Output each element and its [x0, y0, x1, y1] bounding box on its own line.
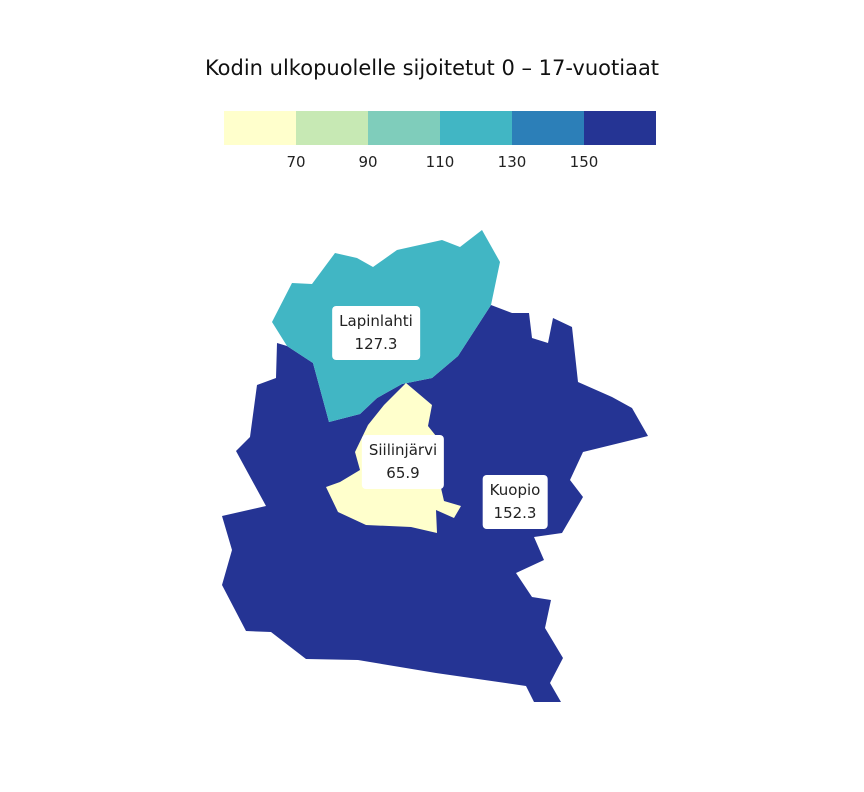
region-name: Lapinlahti: [339, 312, 413, 330]
region-value: 65.9: [386, 464, 420, 482]
map-title: Kodin ulkopuolelle sijoitetut 0 – 17-vuo…: [204, 56, 660, 80]
legend-swatch-5: [512, 111, 584, 145]
legend-swatch-3: [368, 111, 440, 145]
region-value: 152.3: [493, 504, 537, 522]
legend-swatch-2: [296, 111, 368, 145]
label-siilinjarvi: Siilinjärvi 65.9: [361, 435, 445, 489]
legend-swatch-6: [584, 111, 656, 145]
legend-tick: 110: [425, 153, 455, 171]
legend-swatch-4: [440, 111, 512, 145]
legend-tick: 70: [286, 153, 306, 171]
region-value: 127.3: [354, 335, 398, 353]
legend-ticks: 70 90 110 130 150: [224, 153, 656, 175]
region-name: Siilinjärvi: [368, 441, 438, 459]
region-name: Kuopio: [489, 481, 541, 499]
legend-tick: 150: [569, 153, 599, 171]
legend-tick: 130: [497, 153, 527, 171]
legend-tick: 90: [358, 153, 378, 171]
color-legend: [224, 111, 656, 145]
legend-swatch-1: [224, 111, 296, 145]
label-kuopio: Kuopio 152.3: [482, 475, 548, 529]
label-lapinlahti: Lapinlahti 127.3: [332, 306, 420, 360]
